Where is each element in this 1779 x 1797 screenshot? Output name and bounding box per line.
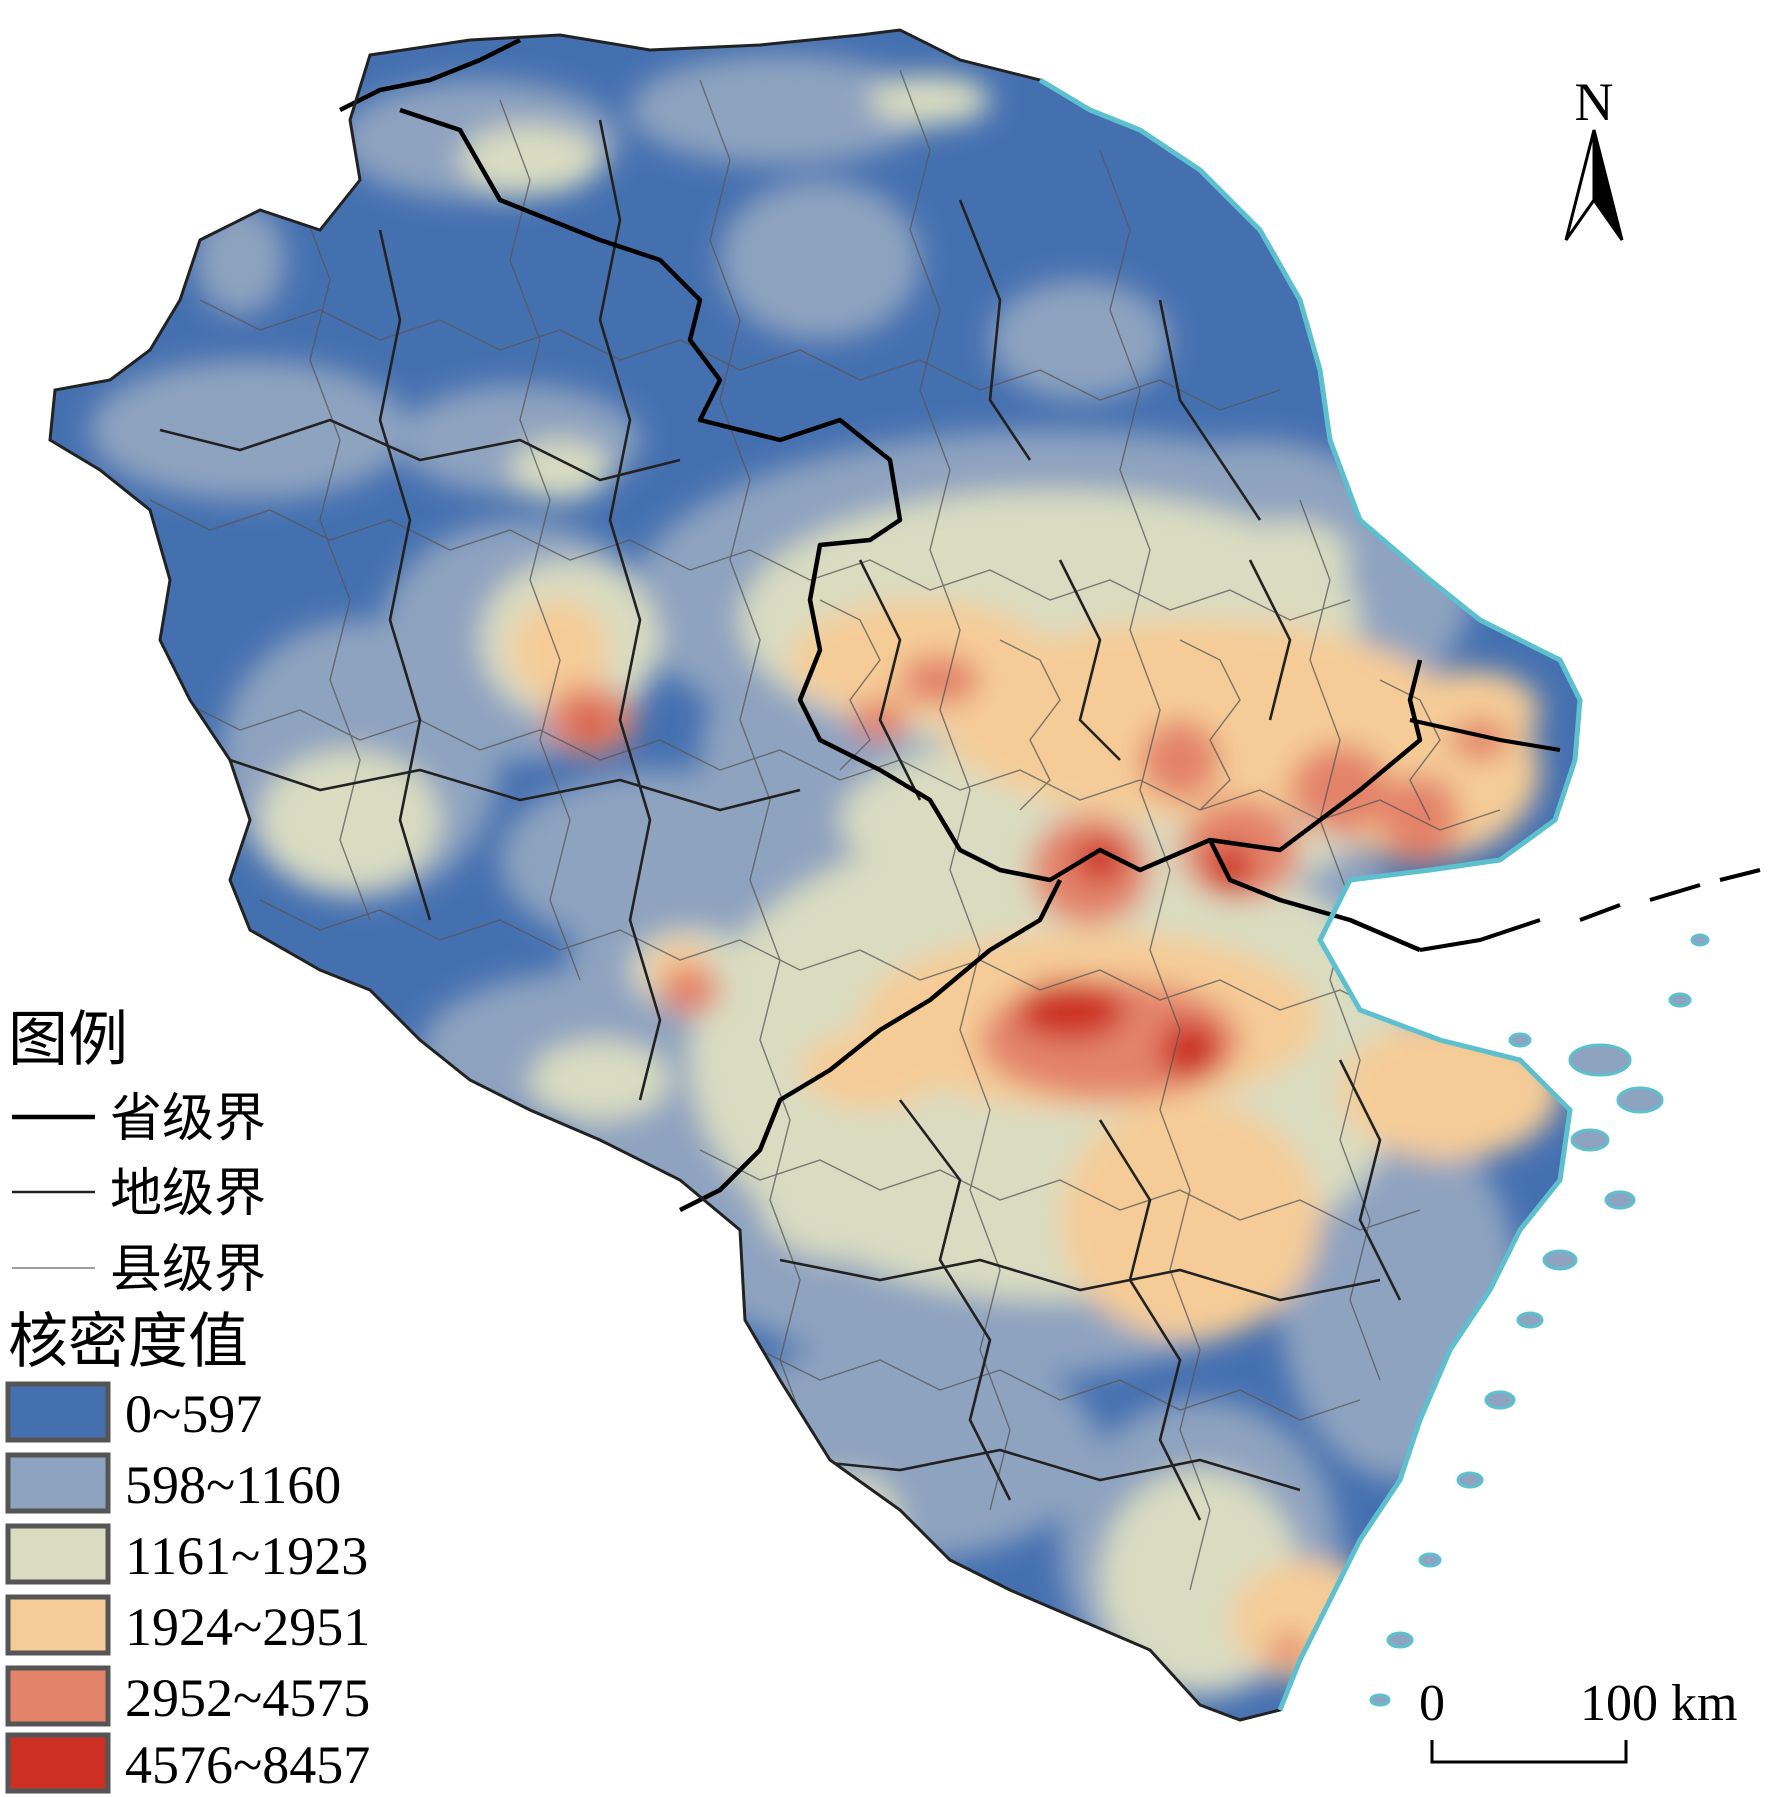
legend-swatch (5, 1732, 111, 1794)
legend-class-label: 2952~4575 (125, 1668, 370, 1728)
scale-bar-line (1430, 1740, 1628, 1764)
provincial-boundaries (338, 37, 1423, 1213)
north-arrow: N (1564, 72, 1624, 241)
province-border-north (399, 107, 1423, 883)
legend-label-county: 县级界 (110, 1240, 266, 1300)
scale-start-label: 0 (1419, 1675, 1445, 1732)
legend-class-1: 0~597 (5, 1381, 262, 1444)
legend-class-label: 1161~1923 (125, 1526, 368, 1586)
legend-boundary-county: 县级界 (12, 1240, 266, 1300)
offshore-islands (1369, 933, 1710, 1707)
province-border-northwest (338, 37, 522, 113)
coastline (1038, 77, 1583, 1711)
legend-label-prefecture: 地级界 (110, 1164, 266, 1224)
legend-density-title: 核密度值 (8, 1307, 248, 1377)
legend-title: 图例 (8, 1005, 128, 1075)
scale-end-label: 100 km (1580, 1675, 1737, 1732)
legend-swatch (5, 1452, 111, 1514)
province-border-east (1207, 838, 1421, 953)
legend-swatch (5, 1523, 111, 1585)
legend-boundary-prefecture: 地级界 (12, 1164, 266, 1224)
legend-swatch (5, 1594, 111, 1656)
legend-swatch (5, 1381, 111, 1443)
legend-class-label: 1924~2951 (125, 1597, 370, 1657)
legend-label-provincial: 省级界 (110, 1089, 266, 1149)
legend-class-3: 1161~1923 (5, 1523, 368, 1586)
legend: 图例 省级界 地级界 县级界 核密度值 0~597 598~1160 (5, 1005, 370, 1795)
legend-class-2: 598~1160 (5, 1452, 341, 1515)
prefecture-boundaries (159, 119, 1402, 1521)
density-class-6 (576, 712, 1252, 1080)
north-label: N (1575, 72, 1614, 132)
province-border-south (678, 878, 1063, 1213)
legend-class-label: 0~597 (125, 1384, 262, 1444)
legend-swatch (5, 1665, 111, 1727)
legend-class-label: 4576~8457 (125, 1735, 370, 1795)
county-boundaries (149, 69, 1501, 1591)
legend-boundary-provincial: 省级界 (12, 1089, 266, 1149)
legend-class-4: 1924~2951 (5, 1594, 370, 1657)
legend-class-label: 598~1160 (125, 1455, 341, 1515)
legend-classes: 0~597 598~1160 1161~1923 1924~2951 2952~… (5, 1381, 370, 1795)
north-arrow-icon (1564, 129, 1624, 241)
estuary-lines (1409, 718, 1761, 952)
scale-bar: 0 100 km (1419, 1675, 1737, 1764)
legend-class-6: 4576~8457 (5, 1732, 370, 1795)
legend-class-5: 2952~4575 (5, 1665, 370, 1728)
